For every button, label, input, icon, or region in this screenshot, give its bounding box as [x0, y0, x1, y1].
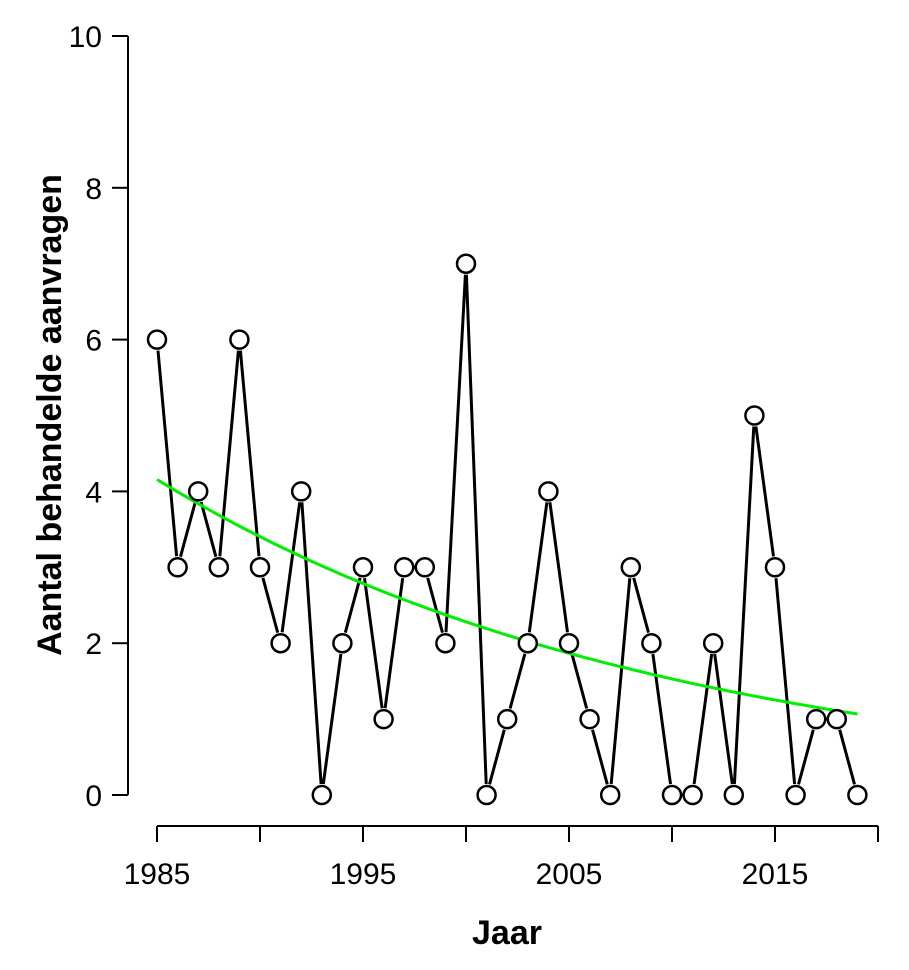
data-point [723, 784, 745, 806]
data-point [620, 557, 642, 578]
series-line [156, 274, 856, 797]
data-point [146, 329, 168, 350]
data-point [311, 784, 333, 806]
y-tick-label: 2 [85, 628, 102, 661]
data-point [435, 632, 456, 654]
data-point [661, 784, 683, 806]
y-axis: 0 2 4 6 8 10 [69, 21, 129, 813]
x-tick-label: 2015 [742, 858, 809, 891]
y-tick-label: 6 [85, 325, 102, 358]
data-point [290, 481, 312, 502]
data-point [270, 632, 291, 654]
x-tick-label: 2005 [536, 858, 603, 891]
data-point [826, 708, 848, 730]
data-point [579, 708, 600, 730]
data-point [558, 632, 580, 654]
data-point [764, 557, 786, 578]
y-tick-label: 10 [69, 21, 102, 54]
x-tick-label: 1995 [330, 858, 397, 891]
x-axis-title: Jaar [472, 914, 542, 952]
data-point [517, 632, 539, 654]
data-point [393, 557, 415, 578]
x-tick-label: 1985 [124, 858, 191, 891]
data-points [146, 253, 868, 806]
data-point [352, 557, 374, 578]
y-axis-title: Aantal behandelde aanvragen [31, 174, 69, 656]
data-point [805, 708, 827, 730]
data-point [847, 784, 868, 806]
data-point [641, 632, 662, 654]
data-point [414, 557, 436, 578]
data-point [682, 784, 703, 806]
data-point [702, 632, 724, 654]
data-point [187, 481, 209, 502]
data-point [496, 708, 518, 730]
x-axis: 1985 1995 2005 2015 [124, 825, 879, 891]
data-point [476, 784, 497, 806]
y-tick-label: 4 [85, 476, 102, 509]
data-point [599, 784, 621, 806]
trend-line [156, 478, 858, 716]
data-point [249, 557, 271, 578]
data-point [744, 405, 765, 426]
data-point [208, 557, 230, 578]
data-point [332, 632, 353, 654]
data-point [373, 708, 394, 730]
data-point [785, 784, 806, 806]
y-tick-label: 8 [85, 173, 102, 206]
data-point [229, 329, 250, 350]
data-point [538, 481, 559, 502]
data-point [455, 253, 477, 274]
data-point [167, 557, 188, 578]
y-tick-label: 0 [85, 780, 102, 813]
